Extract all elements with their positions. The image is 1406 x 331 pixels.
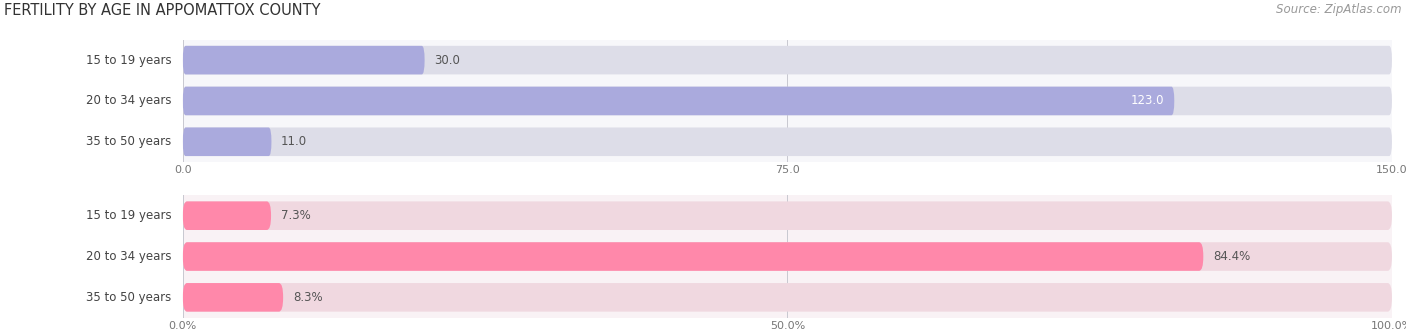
Text: 7.3%: 7.3% <box>281 209 311 222</box>
FancyBboxPatch shape <box>183 87 1174 115</box>
Text: 35 to 50 years: 35 to 50 years <box>86 135 172 148</box>
FancyBboxPatch shape <box>183 127 271 156</box>
Text: 8.3%: 8.3% <box>292 291 322 304</box>
FancyBboxPatch shape <box>183 127 1392 156</box>
Text: 123.0: 123.0 <box>1130 94 1164 108</box>
Text: 20 to 34 years: 20 to 34 years <box>86 94 172 108</box>
Text: 30.0: 30.0 <box>434 54 460 67</box>
FancyBboxPatch shape <box>183 87 1392 115</box>
Text: 11.0: 11.0 <box>281 135 308 148</box>
FancyBboxPatch shape <box>183 283 283 312</box>
Text: FERTILITY BY AGE IN APPOMATTOX COUNTY: FERTILITY BY AGE IN APPOMATTOX COUNTY <box>4 3 321 18</box>
FancyBboxPatch shape <box>183 242 1204 271</box>
FancyBboxPatch shape <box>183 46 425 74</box>
FancyBboxPatch shape <box>183 242 1392 271</box>
Text: Source: ZipAtlas.com: Source: ZipAtlas.com <box>1277 3 1402 16</box>
FancyBboxPatch shape <box>183 46 1392 74</box>
FancyBboxPatch shape <box>183 283 1392 312</box>
Text: 15 to 19 years: 15 to 19 years <box>86 209 172 222</box>
FancyBboxPatch shape <box>183 201 1392 230</box>
Text: 35 to 50 years: 35 to 50 years <box>86 291 172 304</box>
Text: 15 to 19 years: 15 to 19 years <box>86 54 172 67</box>
FancyBboxPatch shape <box>183 201 271 230</box>
Text: 20 to 34 years: 20 to 34 years <box>86 250 172 263</box>
Text: 84.4%: 84.4% <box>1213 250 1250 263</box>
